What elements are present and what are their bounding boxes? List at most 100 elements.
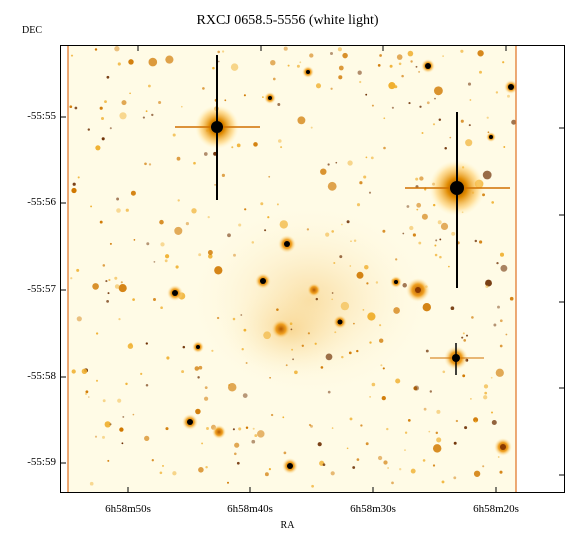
- faint-star: [380, 364, 383, 367]
- faint-star: [434, 97, 436, 100]
- faint-star: [106, 300, 109, 303]
- faint-star: [499, 470, 503, 474]
- faint-star: [334, 331, 337, 334]
- faint-star: [387, 467, 389, 469]
- faint-star: [176, 156, 181, 161]
- faint-star: [423, 407, 427, 411]
- faint-star: [203, 152, 208, 156]
- faint-star: [174, 226, 183, 235]
- faint-star: [356, 349, 359, 353]
- faint-star: [349, 417, 353, 421]
- faint-star: [442, 370, 446, 374]
- faint-star: [455, 419, 459, 423]
- faint-star: [391, 481, 394, 485]
- faint-star: [436, 409, 441, 414]
- faint-star: [359, 80, 362, 84]
- faint-star: [260, 202, 264, 206]
- faint-star: [227, 481, 229, 484]
- ra-tick-3: 6h58m30s: [350, 503, 396, 515]
- faint-star: [315, 297, 319, 301]
- faint-star: [109, 423, 112, 426]
- faint-star: [440, 222, 449, 230]
- faint-star: [268, 468, 271, 471]
- faint-star: [409, 225, 414, 231]
- faint-star: [132, 298, 135, 301]
- faint-star: [353, 322, 355, 325]
- faint-star: [437, 220, 442, 225]
- faint-star: [393, 307, 400, 314]
- faint-star: [416, 202, 422, 208]
- faint-star: [349, 265, 352, 267]
- faint-star: [432, 123, 436, 126]
- faint-star: [243, 94, 246, 97]
- faint-star: [308, 423, 312, 427]
- faint-star: [330, 87, 333, 90]
- faint-star: [371, 382, 376, 387]
- faint-star: [238, 427, 242, 431]
- faint-star: [217, 60, 220, 63]
- faint-star: [160, 306, 163, 310]
- faint-star: [158, 100, 162, 105]
- faint-star: [252, 427, 255, 430]
- faint-star: [201, 442, 204, 445]
- faint-star: [381, 395, 386, 401]
- faint-star: [471, 316, 474, 319]
- faint-star: [490, 376, 493, 379]
- faint-star: [499, 319, 503, 323]
- faint-star: [352, 466, 356, 469]
- faint-star: [410, 60, 413, 63]
- faint-star: [365, 442, 369, 446]
- faint-star: [216, 316, 220, 320]
- faint-star: [439, 255, 442, 259]
- faint-star: [107, 459, 110, 462]
- faint-star: [276, 203, 279, 206]
- faint-star: [85, 390, 89, 394]
- faint-star: [117, 398, 122, 403]
- faint-star: [346, 220, 350, 224]
- faint-star: [507, 94, 510, 98]
- faint-star: [280, 146, 283, 149]
- faint-star: [70, 54, 74, 57]
- ra-tick-4: 6h58m20s: [473, 503, 519, 515]
- faint-star: [240, 314, 243, 316]
- faint-star: [172, 133, 176, 137]
- faint-star: [331, 427, 334, 429]
- faint-star: [283, 46, 288, 51]
- faint-star: [463, 339, 467, 342]
- faint-star: [509, 296, 514, 301]
- faint-star: [379, 324, 382, 327]
- faint-star: [114, 276, 118, 280]
- faint-star: [429, 390, 433, 393]
- faint-star: [301, 344, 304, 347]
- faint-star: [146, 242, 150, 246]
- faint-star: [451, 231, 456, 236]
- faint-star: [144, 162, 147, 166]
- faint-star: [422, 303, 431, 312]
- faint-star: [382, 367, 385, 370]
- faint-star: [398, 62, 402, 66]
- faint-star: [99, 220, 103, 224]
- faint-star: [254, 434, 258, 438]
- faint-star: [473, 417, 479, 423]
- faint-star: [212, 66, 215, 70]
- faint-star: [144, 435, 150, 442]
- faint-star: [419, 105, 422, 108]
- faint-star: [243, 328, 247, 332]
- faint-star: [164, 259, 168, 263]
- faint-star: [346, 447, 349, 450]
- faint-star: [272, 77, 276, 81]
- faint-star: [365, 156, 368, 159]
- faint-star: [448, 265, 450, 268]
- faint-star: [198, 467, 204, 473]
- faint-star: [238, 223, 242, 227]
- faint-star: [236, 143, 241, 148]
- faint-star: [333, 261, 336, 265]
- faint-star: [251, 439, 256, 444]
- faint-star: [338, 75, 343, 80]
- faint-star: [133, 239, 136, 241]
- faint-star: [202, 87, 205, 90]
- faint-star: [315, 83, 322, 89]
- faint-star: [87, 396, 90, 398]
- faint-star: [253, 142, 258, 147]
- faint-star: [421, 132, 424, 134]
